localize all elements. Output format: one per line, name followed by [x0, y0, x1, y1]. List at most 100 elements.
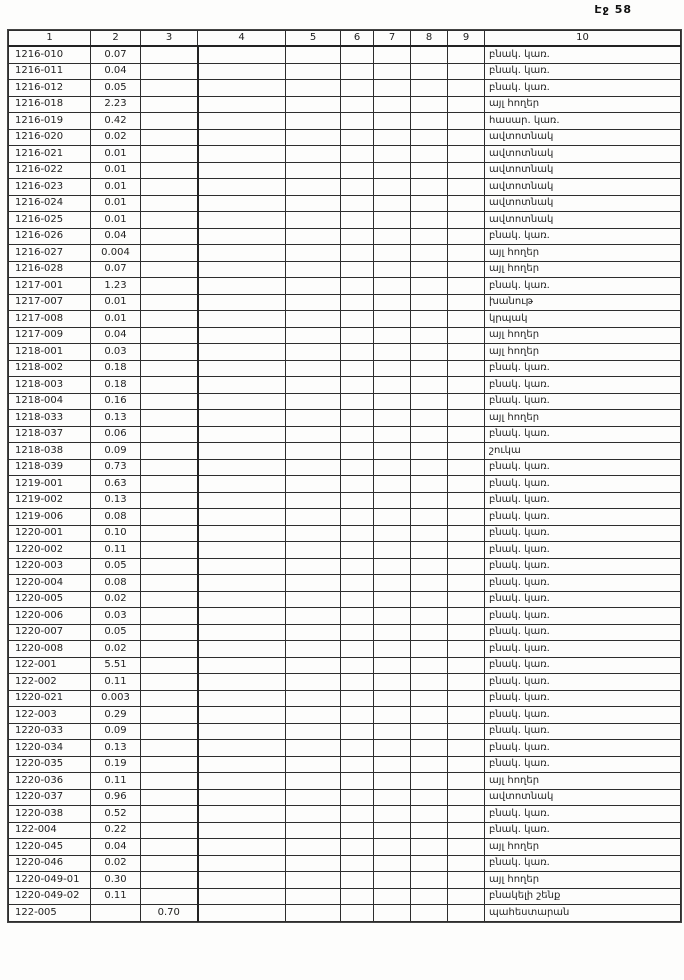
- header-row: 1 2 3 4 5 6 7 8 9 10: [8, 30, 681, 47]
- cell-col7: [373, 128, 411, 146]
- cell-col3: [140, 310, 198, 328]
- cell-code: 1220-038: [8, 805, 91, 823]
- cell-col8: [410, 475, 448, 493]
- cell-col5: [285, 722, 341, 740]
- cell-col5: [285, 739, 341, 757]
- table-row: 1216-019 0.42 հասար. կառ.: [8, 112, 681, 130]
- cell-col4: [196, 871, 286, 889]
- cell-col4: [196, 673, 286, 691]
- cell-usage: կրպակ: [484, 310, 681, 328]
- cell-col9: [447, 524, 485, 542]
- cell-col3: [140, 409, 198, 427]
- cell-col8: [410, 557, 448, 575]
- table-row: 1220-002 0.11 բնակ. կառ.: [8, 541, 681, 559]
- cell-col8: [410, 739, 448, 757]
- cell-col4: [196, 45, 286, 64]
- cell-col4: [196, 755, 286, 773]
- cell-col3: [140, 112, 198, 130]
- header-col-7: 7: [373, 30, 411, 47]
- cell-usage: բնակ. կառ.: [484, 656, 681, 674]
- table-row: 122-005 0.70 պահեստարան: [8, 904, 681, 922]
- cell-area: 0.07: [90, 260, 141, 278]
- cell-col6: [340, 244, 374, 262]
- cell-col8: [410, 79, 448, 97]
- cell-col9: [447, 128, 485, 146]
- table-row: 1218-001 0.03 այլ հողեր: [8, 343, 681, 361]
- cell-col7: [373, 161, 411, 179]
- cell-col5: [285, 755, 341, 773]
- cell-col7: [373, 458, 411, 476]
- cell-area: 0.08: [90, 508, 141, 526]
- cell-code: 1220-049-02: [8, 887, 91, 905]
- cell-col8: [410, 904, 448, 922]
- cell-col6: [340, 475, 374, 493]
- table-row: 1216-011 0.04 բնակ. կառ.: [8, 62, 681, 80]
- cell-col6: [340, 343, 374, 361]
- cell-col9: [447, 607, 485, 625]
- cell-col4: [196, 821, 286, 839]
- cell-code: 1220-035: [8, 755, 91, 773]
- cell-col3: [140, 805, 198, 823]
- cell-col9: [447, 623, 485, 641]
- cell-col3: [140, 838, 198, 856]
- cell-col9: [447, 293, 485, 311]
- cell-area: 0.22: [90, 821, 141, 839]
- cell-code: 1216-026: [8, 227, 91, 245]
- cell-col5: [285, 574, 341, 592]
- cell-col5: [285, 838, 341, 856]
- cell-area: 0.01: [90, 293, 141, 311]
- cell-code: 1219-002: [8, 491, 91, 509]
- cell-col3: [140, 260, 198, 278]
- cell-col3: [140, 689, 198, 707]
- cell-col9: [447, 62, 485, 80]
- cell-col4: [196, 95, 286, 113]
- cell-area: 0.003: [90, 689, 141, 707]
- cell-col5: [285, 541, 341, 559]
- cell-col6: [340, 227, 374, 245]
- cell-col4: [196, 491, 286, 509]
- table-row: 122-001 5.51 բնակ. կառ.: [8, 656, 681, 674]
- cell-col8: [410, 821, 448, 839]
- cell-col4: [196, 128, 286, 146]
- cell-col5: [285, 508, 341, 526]
- cell-col4: [196, 508, 286, 526]
- table-row: 1218-002 0.18 բնակ. կառ.: [8, 359, 681, 377]
- cell-col4: [196, 458, 286, 476]
- cell-code: 1220-008: [8, 640, 91, 658]
- cell-col7: [373, 277, 411, 295]
- cell-area: 1.23: [90, 277, 141, 295]
- cell-col5: [285, 145, 341, 163]
- cell-area: 0.02: [90, 640, 141, 658]
- table-header: 1 2 3 4 5 6 7 8 9 10: [8, 30, 681, 47]
- cell-col3: [140, 557, 198, 575]
- cell-col5: [285, 772, 341, 790]
- cell-col5: [285, 161, 341, 179]
- cell-col9: [447, 722, 485, 740]
- cell-col6: [340, 607, 374, 625]
- cell-col4: [196, 145, 286, 163]
- cell-col9: [447, 458, 485, 476]
- cell-col3: [140, 722, 198, 740]
- cell-code: 1216-027: [8, 244, 91, 262]
- table-row: 1220-038 0.52 բնակ. կառ.: [8, 805, 681, 823]
- cell-col6: [340, 442, 374, 460]
- cell-usage: բնակ. կառ.: [484, 574, 681, 592]
- cell-col8: [410, 508, 448, 526]
- cell-col6: [340, 95, 374, 113]
- cell-area: 0.04: [90, 227, 141, 245]
- cell-col3: [140, 194, 198, 212]
- cell-code: 1218-039: [8, 458, 91, 476]
- cell-area: 0.06: [90, 425, 141, 443]
- cell-col3: [140, 788, 198, 806]
- cell-col6: [340, 458, 374, 476]
- cell-code: 1216-020: [8, 128, 91, 146]
- table-row: 1216-027 0.004 այլ հողեր: [8, 244, 681, 262]
- cell-col5: [285, 442, 341, 460]
- cell-code: 1217-009: [8, 326, 91, 344]
- table-row: 1218-038 0.09 շուկա: [8, 442, 681, 460]
- cell-col3: 0.70: [140, 904, 198, 922]
- cell-col8: [410, 788, 448, 806]
- cell-col8: [410, 442, 448, 460]
- cell-area: 0.02: [90, 590, 141, 608]
- table-row: 1218-033 0.13 այլ հողեր: [8, 409, 681, 427]
